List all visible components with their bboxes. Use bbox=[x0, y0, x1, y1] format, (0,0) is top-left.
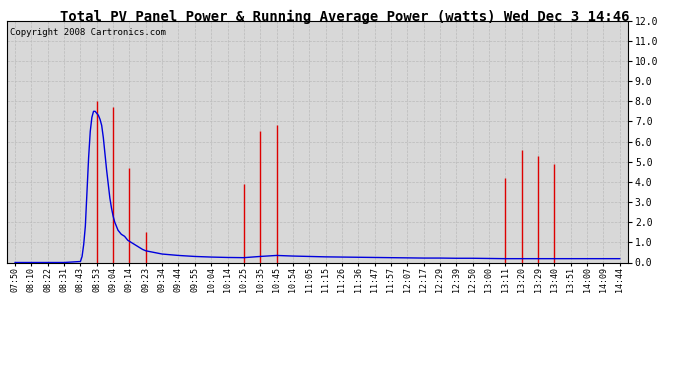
Text: Copyright 2008 Cartronics.com: Copyright 2008 Cartronics.com bbox=[10, 28, 166, 37]
Text: Total PV Panel Power & Running Average Power (watts) Wed Dec 3 14:46: Total PV Panel Power & Running Average P… bbox=[60, 9, 630, 24]
